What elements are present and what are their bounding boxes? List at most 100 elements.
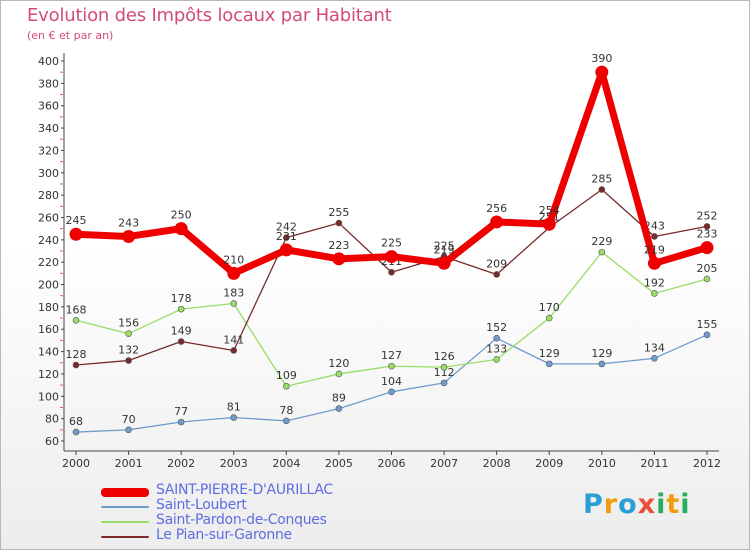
data-label: 178 <box>171 292 192 305</box>
data-label: 245 <box>66 214 87 227</box>
y-tick-label: 60 <box>45 435 59 448</box>
y-tick-label: 220 <box>38 256 59 269</box>
data-label: 210 <box>223 253 244 266</box>
x-tick-label: 2001 <box>115 457 143 470</box>
logo-letter: t <box>666 489 681 520</box>
data-point <box>440 379 448 387</box>
data-label: 155 <box>697 318 718 331</box>
data-point <box>651 290 658 297</box>
data-label: 285 <box>591 173 612 186</box>
data-point <box>69 227 83 241</box>
data-point <box>125 357 132 364</box>
y-tick-label: 160 <box>38 323 59 336</box>
data-label: 209 <box>486 257 507 270</box>
legend-label: Saint-Loubert <box>156 497 247 513</box>
data-point <box>703 275 711 283</box>
data-label: 256 <box>486 202 507 215</box>
logo-letter: o <box>618 489 638 520</box>
legend-label: SAINT-PIERRE-D'AURILLAC <box>156 482 333 498</box>
y-tick-label: 140 <box>38 346 59 359</box>
data-point <box>279 243 293 257</box>
data-point <box>72 361 80 369</box>
data-point <box>72 428 80 436</box>
data-label: 243 <box>644 219 665 232</box>
x-tick-label: 2002 <box>167 457 195 470</box>
data-label: 170 <box>539 301 560 314</box>
chart-subtitle: (en € et par an) <box>27 29 114 42</box>
data-label: 225 <box>434 240 455 253</box>
data-label: 68 <box>69 415 83 428</box>
y-tick-label: 300 <box>38 167 59 180</box>
data-label: 168 <box>66 303 87 316</box>
legend-line-saint-pardon <box>101 521 149 523</box>
data-label: 252 <box>697 209 718 222</box>
data-label: 242 <box>276 221 297 234</box>
data-point <box>230 347 238 354</box>
data-point <box>493 356 500 363</box>
data-point <box>598 248 606 256</box>
data-label: 126 <box>434 350 455 363</box>
y-tick-label: 380 <box>38 77 59 90</box>
y-tick-label: 280 <box>38 189 59 202</box>
data-point <box>122 229 136 243</box>
data-point <box>700 241 714 255</box>
data-label: 127 <box>381 349 402 362</box>
y-tick-label: 260 <box>38 211 59 224</box>
logo-letter: P <box>583 489 604 520</box>
data-point <box>493 271 500 278</box>
y-tick-label: 80 <box>45 413 59 426</box>
data-point <box>335 219 343 227</box>
data-label: 133 <box>486 342 507 355</box>
data-label: 129 <box>539 347 560 360</box>
data-label: 81 <box>227 401 241 414</box>
proxiti-logo[interactable]: Proxiti <box>583 489 691 520</box>
data-point <box>125 330 132 338</box>
data-point <box>177 418 185 426</box>
data-label: 219 <box>434 243 455 256</box>
data-point <box>490 215 504 229</box>
data-point <box>598 186 606 193</box>
data-point <box>493 334 500 342</box>
x-tick-label: 2004 <box>272 457 300 470</box>
y-tick-label: 180 <box>38 301 59 314</box>
data-label: 243 <box>118 216 139 229</box>
data-label: 231 <box>276 230 297 243</box>
data-label: 229 <box>591 235 612 248</box>
data-label: 183 <box>223 287 244 300</box>
data-label: 78 <box>279 404 293 417</box>
data-label: 156 <box>118 317 139 330</box>
data-point <box>230 300 238 307</box>
data-point <box>542 217 556 231</box>
data-point <box>651 354 658 362</box>
logo-letter: r <box>603 489 619 520</box>
data-label: 70 <box>122 413 136 426</box>
logo-letter: i <box>656 489 667 520</box>
y-tick-label: 200 <box>38 279 59 292</box>
y-tick-label: 100 <box>38 390 59 403</box>
x-tick-label: 2006 <box>378 457 406 470</box>
data-label: 233 <box>697 228 718 241</box>
legend-line-le-pian <box>101 536 149 538</box>
data-label: 141 <box>223 333 244 346</box>
data-point <box>703 223 711 230</box>
data-label: 129 <box>591 347 612 360</box>
data-label: 250 <box>171 209 192 222</box>
data-point <box>335 405 343 412</box>
data-label: 149 <box>171 325 192 338</box>
chart-title: Evolution des Impôts locaux par Habitant <box>27 5 392 26</box>
legend-line-saint-pierre <box>101 488 149 497</box>
y-tick-label: 360 <box>38 100 59 113</box>
x-tick-label: 2012 <box>693 457 721 470</box>
x-tick-label: 2008 <box>483 457 511 470</box>
data-point <box>440 363 448 371</box>
legend-label: Le Pian-sur-Garonne <box>156 527 292 543</box>
data-point <box>72 316 80 324</box>
data-label: 219 <box>644 243 665 256</box>
x-tick-label: 2007 <box>430 457 458 470</box>
legend-label: Saint-Pardon-de-Conques <box>156 512 327 528</box>
data-label: 104 <box>381 375 402 388</box>
data-label: 128 <box>66 348 87 361</box>
data-point <box>437 256 451 270</box>
y-tick-label: 120 <box>38 368 59 381</box>
